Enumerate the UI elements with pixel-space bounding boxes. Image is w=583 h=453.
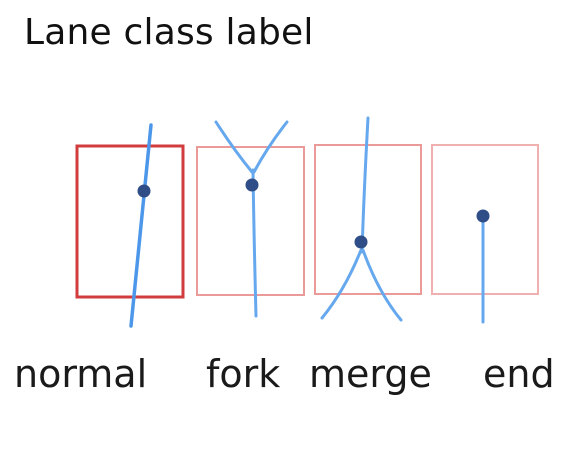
fork-point xyxy=(245,178,259,192)
fork-box xyxy=(196,146,305,296)
normal-lane-line xyxy=(129,123,153,328)
class-label-normal: normal xyxy=(14,352,148,396)
merge-right-branch xyxy=(361,248,403,322)
class-label-fork: fork xyxy=(206,352,281,396)
class-label-end: end xyxy=(483,352,555,396)
merge-box xyxy=(314,144,422,295)
class-label-merge: merge xyxy=(309,352,432,396)
normal-box xyxy=(75,144,185,299)
fork-right-branch xyxy=(252,120,289,174)
end-box xyxy=(431,144,539,295)
merge-class-panel xyxy=(314,116,422,322)
fork-left-branch xyxy=(214,120,254,174)
page-title: Lane class label xyxy=(24,12,314,53)
end-class-panel xyxy=(431,144,539,324)
merge-left-branch xyxy=(320,248,363,320)
fork-class-panel xyxy=(196,120,305,318)
merge-trunk-line xyxy=(360,116,370,254)
normal-class-panel xyxy=(75,123,185,328)
end-point xyxy=(476,209,490,223)
merge-point xyxy=(354,235,368,249)
normal-point xyxy=(137,184,151,198)
